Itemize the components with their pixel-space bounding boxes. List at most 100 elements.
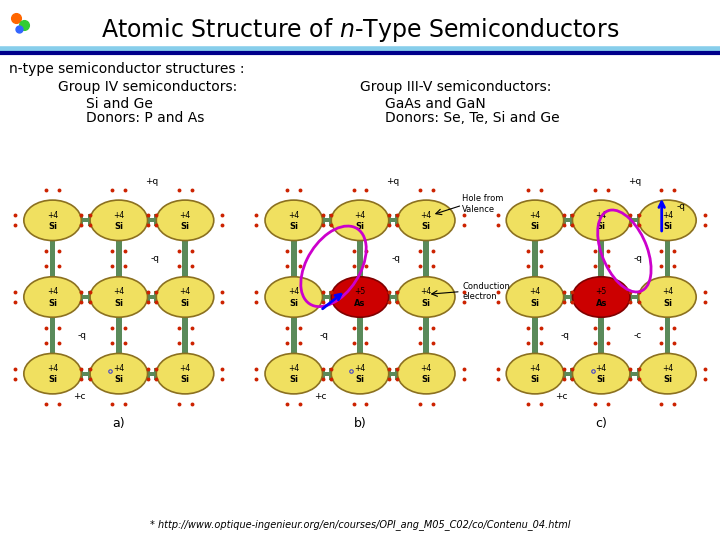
- Bar: [636, 214, 641, 226]
- Text: a): a): [112, 417, 125, 430]
- Bar: [352, 306, 368, 309]
- Bar: [177, 285, 193, 288]
- Bar: [88, 291, 92, 303]
- Bar: [352, 362, 368, 365]
- Bar: [418, 285, 434, 288]
- Text: +4: +4: [179, 287, 191, 296]
- Ellipse shape: [506, 277, 564, 317]
- Text: Si: Si: [663, 375, 672, 384]
- Text: +c: +c: [314, 392, 326, 401]
- Text: Si and Ge: Si and Ge: [86, 97, 153, 111]
- Text: Si: Si: [597, 222, 606, 231]
- Text: +4: +4: [662, 211, 673, 220]
- Bar: [527, 285, 543, 288]
- Text: +4: +4: [529, 364, 541, 373]
- Text: Si: Si: [48, 375, 57, 384]
- Bar: [145, 214, 150, 226]
- Bar: [79, 368, 84, 380]
- Text: Si: Si: [181, 222, 189, 231]
- Bar: [329, 291, 333, 303]
- Bar: [423, 307, 429, 363]
- Bar: [527, 229, 543, 232]
- Text: Atomic Structure of $n$-Type Semiconductors: Atomic Structure of $n$-Type Semiconduct…: [101, 16, 619, 44]
- Bar: [593, 285, 609, 288]
- Text: +5: +5: [354, 287, 366, 296]
- Bar: [527, 306, 543, 309]
- Text: +4: +4: [595, 211, 607, 220]
- Bar: [352, 229, 368, 232]
- Bar: [395, 368, 400, 380]
- Text: +4: +4: [420, 211, 432, 220]
- Text: Si: Si: [114, 222, 123, 231]
- Bar: [389, 372, 397, 376]
- Text: +4: +4: [529, 287, 541, 296]
- Ellipse shape: [397, 277, 455, 317]
- Bar: [116, 307, 122, 363]
- Text: +4: +4: [354, 364, 366, 373]
- Bar: [111, 285, 127, 288]
- Bar: [564, 218, 572, 222]
- Ellipse shape: [572, 354, 630, 394]
- Bar: [154, 214, 158, 226]
- Text: c): c): [595, 417, 607, 430]
- Text: +4: +4: [420, 364, 432, 373]
- Bar: [79, 291, 84, 303]
- Text: * http://www.optique-ingenieur.org/en/courses/OPI_ang_M05_C02/co/Contenu_04.html: * http://www.optique-ingenieur.org/en/co…: [150, 519, 570, 530]
- Ellipse shape: [639, 277, 696, 317]
- Bar: [418, 306, 434, 309]
- Bar: [81, 295, 90, 299]
- Bar: [630, 295, 639, 299]
- Text: +4: +4: [354, 211, 366, 220]
- Bar: [387, 368, 391, 380]
- Text: Si: Si: [114, 299, 123, 308]
- Bar: [395, 291, 400, 303]
- Bar: [562, 368, 566, 380]
- Text: Si: Si: [289, 222, 298, 231]
- Bar: [88, 368, 92, 380]
- Bar: [45, 306, 60, 309]
- Ellipse shape: [639, 200, 696, 240]
- Text: Si: Si: [48, 299, 57, 308]
- Text: Si: Si: [356, 222, 364, 231]
- Ellipse shape: [265, 200, 323, 240]
- Text: -q: -q: [78, 331, 87, 340]
- Text: +4: +4: [113, 211, 125, 220]
- Bar: [111, 229, 127, 232]
- Text: Donors: Se, Te, Si and Ge: Donors: Se, Te, Si and Ge: [385, 111, 560, 125]
- Bar: [570, 291, 575, 303]
- Bar: [145, 291, 150, 303]
- Text: Si: Si: [422, 375, 431, 384]
- Text: +4: +4: [47, 211, 58, 220]
- Bar: [111, 362, 127, 365]
- Text: +4: +4: [288, 287, 300, 296]
- Text: +4: +4: [47, 287, 58, 296]
- Text: Si: Si: [422, 299, 431, 308]
- Text: +4: +4: [47, 364, 58, 373]
- Text: +4: +4: [288, 364, 300, 373]
- Bar: [320, 214, 325, 226]
- Bar: [79, 214, 84, 226]
- Text: Si: Si: [422, 222, 431, 231]
- Bar: [45, 229, 60, 232]
- Ellipse shape: [24, 200, 81, 240]
- Bar: [387, 214, 391, 226]
- Bar: [628, 291, 632, 303]
- Text: Si: Si: [289, 375, 298, 384]
- Bar: [45, 362, 60, 365]
- Text: +4: +4: [288, 211, 300, 220]
- Text: n-type semiconductor structures :: n-type semiconductor structures :: [9, 62, 244, 76]
- Ellipse shape: [90, 277, 148, 317]
- Bar: [562, 291, 566, 303]
- Bar: [564, 372, 572, 376]
- Bar: [182, 231, 188, 287]
- Text: Group IV semiconductors:: Group IV semiconductors:: [58, 80, 237, 94]
- Bar: [329, 214, 333, 226]
- Bar: [111, 306, 127, 309]
- Text: Si: Si: [356, 375, 364, 384]
- Bar: [329, 368, 333, 380]
- Bar: [357, 231, 363, 287]
- Text: +q: +q: [145, 178, 158, 186]
- Text: As: As: [595, 299, 607, 308]
- Bar: [177, 229, 193, 232]
- Text: Si: Si: [663, 222, 672, 231]
